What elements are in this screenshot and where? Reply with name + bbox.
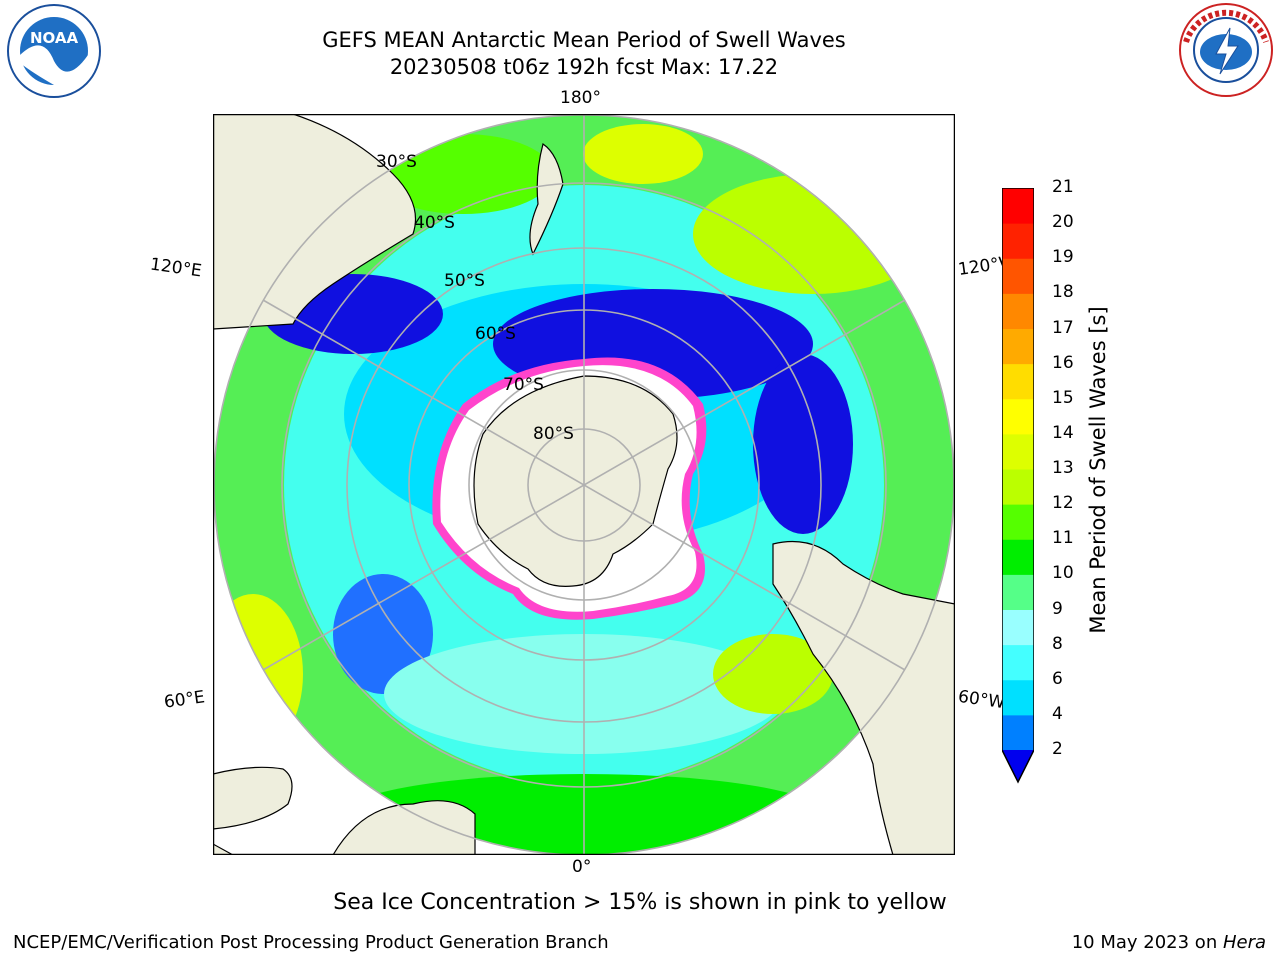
colorbar-tick-label: 20	[1052, 212, 1074, 233]
colorbar-segment	[1002, 714, 1034, 751]
colorbar-segment	[1002, 644, 1034, 681]
colorbar-tick-label: 18	[1052, 282, 1074, 303]
colorbar-tick-label: 9	[1052, 598, 1063, 619]
polar-map	[213, 114, 955, 855]
colorbar-segment	[1002, 574, 1034, 610]
colorbar-segment	[1002, 293, 1034, 329]
colorbar-tick-label: 14	[1052, 422, 1074, 443]
lat-label-80s: 80°S	[533, 424, 574, 444]
producer-credit: NCEP/EMC/Verification Post Processing Pr…	[13, 932, 609, 953]
lat-label-40s: 40°S	[414, 213, 455, 233]
colorbar-tick-label: 6	[1052, 668, 1063, 689]
colorbar-tick-label: 13	[1052, 458, 1074, 478]
run-date: 10 May 2023 on Hera	[1072, 932, 1266, 953]
lon-label-0: 0°	[572, 857, 592, 877]
lon-label-120e: 120°E	[148, 254, 203, 282]
colorbar-tick-label: 11	[1052, 528, 1074, 549]
noaa-logo: NOAA	[7, 4, 101, 98]
lon-label-60e: 60°E	[162, 687, 207, 713]
colorbar-tick-label: 21	[1052, 177, 1074, 197]
colorbar-segment	[1002, 679, 1034, 716]
colorbar-tick-label: 8	[1052, 633, 1063, 654]
colorbar-tick-label: 4	[1052, 703, 1063, 724]
colorbar-segment	[1002, 258, 1034, 294]
colorbar	[1002, 188, 1034, 784]
colorbar-segment	[1002, 223, 1034, 259]
lat-label-50s: 50°S	[444, 271, 485, 291]
nws-logo	[1179, 3, 1273, 97]
colorbar-segment	[1002, 188, 1034, 224]
run-date-text: 10 May 2023 on	[1071, 932, 1223, 953]
colorbar-tick-label: 15	[1052, 387, 1074, 408]
colorbar-extend-min	[1002, 750, 1034, 782]
lat-label-60s: 60°S	[475, 324, 516, 344]
colorbar-segment	[1002, 328, 1034, 365]
noaa-logo-text: NOAA	[30, 29, 79, 47]
colorbar-segment	[1002, 398, 1034, 435]
colorbar-segment	[1002, 504, 1034, 540]
lat-label-30s: 30°S	[376, 152, 417, 172]
colorbar-segment	[1002, 469, 1034, 505]
colorbar-segment	[1002, 539, 1034, 575]
colorbar-label: Mean Period of Swell Waves [s]	[1086, 306, 1110, 634]
colorbar-segment	[1002, 363, 1034, 400]
lon-label-180: 180°	[560, 88, 601, 108]
lat-label-70s: 70°S	[503, 375, 544, 395]
colorbar-tick-label: 19	[1052, 247, 1074, 268]
colorbar-tick-label: 10	[1052, 563, 1074, 584]
colorbar-tick-label: 2	[1052, 739, 1063, 759]
colorbar-segment	[1002, 609, 1034, 646]
sea-ice-caption: Sea Ice Concentration > 15% is shown in …	[333, 890, 947, 915]
colorbar-segment	[1002, 433, 1034, 470]
chart-title: GEFS MEAN Antarctic Mean Period of Swell…	[322, 28, 846, 52]
lon-label-60w: 60°W	[956, 686, 1007, 714]
colorbar-tick-label: 16	[1052, 352, 1074, 373]
chart-subtitle: 20230508 t06z 192h fcst Max: 17.22	[389, 55, 779, 79]
colorbar-tick-label: 17	[1052, 317, 1074, 338]
machine-name: Hera	[1222, 932, 1266, 953]
colorbar-tick-label: 12	[1052, 493, 1074, 514]
